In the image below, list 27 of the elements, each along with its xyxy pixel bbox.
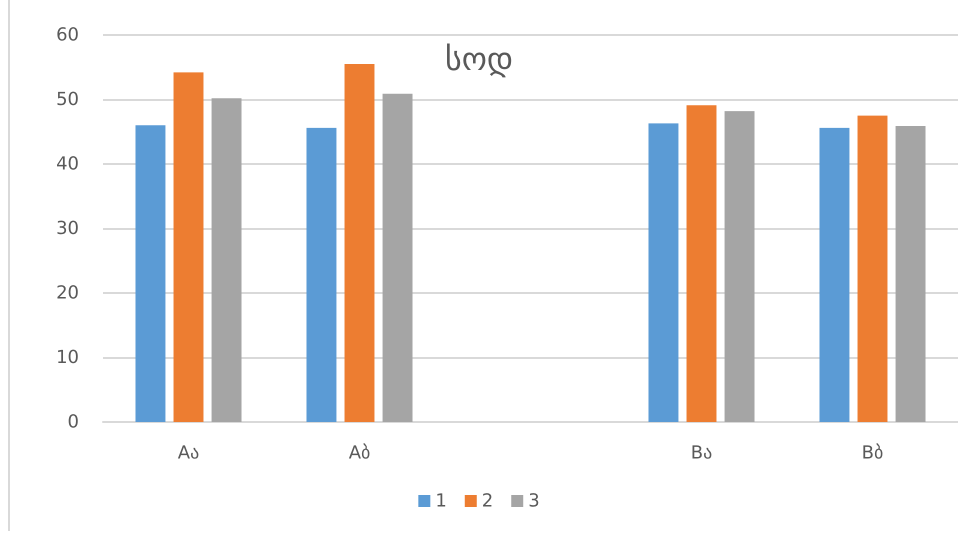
bar	[724, 111, 755, 422]
legend-label: 2	[482, 490, 494, 512]
bar	[212, 98, 242, 422]
bar	[819, 128, 850, 422]
bar	[858, 116, 888, 422]
bar	[344, 64, 374, 422]
bar	[686, 105, 716, 422]
bar	[648, 123, 678, 422]
bar	[306, 128, 336, 422]
x-tick-label: Bბ	[862, 442, 884, 464]
x-tick-label: Bა	[690, 442, 712, 464]
chart-title: სოდ	[445, 40, 514, 78]
y-tick-label: 50	[56, 89, 79, 110]
bar	[135, 125, 166, 422]
y-tick-label: 10	[56, 347, 79, 368]
legend-label: 3	[528, 490, 540, 512]
bar	[896, 126, 926, 422]
y-tick-label: 40	[56, 154, 79, 174]
bar	[382, 94, 413, 422]
y-tick-label: 60	[56, 24, 79, 46]
y-tick-label: 0	[68, 412, 79, 432]
x-tick-label: Aა	[178, 442, 200, 464]
x-tick-label: Aბ	[348, 442, 370, 464]
bar	[174, 72, 204, 422]
legend-label: 1	[435, 490, 447, 512]
y-tick-label: 30	[56, 218, 79, 239]
y-tick-label: 20	[56, 282, 79, 304]
